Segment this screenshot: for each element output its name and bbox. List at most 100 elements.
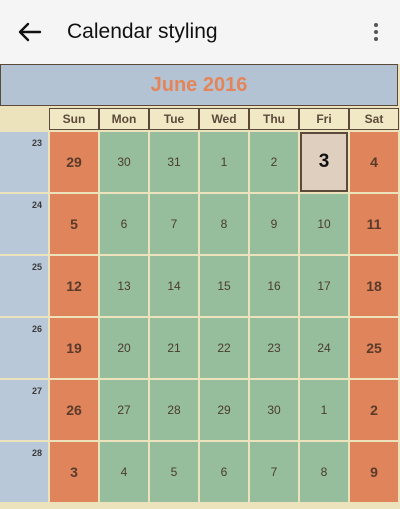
day-number: 31 [167,155,181,169]
day-header-sun: Sun [49,108,99,130]
day-number: 26 [66,402,82,418]
day-number: 22 [217,341,231,355]
week-number: 25 [31,262,42,272]
week-number-cell: 25 [0,256,48,316]
week-number-cell: 23 [0,132,48,192]
day-cell[interactable]: 4 [100,442,148,502]
day-cell[interactable]: 8 [200,194,248,254]
day-cell[interactable]: 12 [50,256,98,316]
day-cell[interactable]: 22 [200,318,248,378]
day-cell[interactable]: 17 [300,256,348,316]
page-title: Calendar styling [67,20,218,43]
day-cell[interactable]: 3 [50,442,98,502]
day-cell[interactable]: 19 [50,318,98,378]
day-cell[interactable]: 13 [100,256,148,316]
day-cell[interactable]: 5 [50,194,98,254]
day-cell[interactable]: 27 [100,380,148,440]
day-cell[interactable]: 30 [250,380,298,440]
week-number: 23 [31,138,42,148]
day-number: 10 [317,217,331,231]
day-number: 1 [320,403,328,417]
day-cell[interactable]: 7 [150,194,198,254]
day-cell[interactable]: 16 [250,256,298,316]
day-number: 3 [70,464,78,480]
day-number: 17 [317,279,331,293]
day-number: 8 [220,217,228,231]
day-cell[interactable]: 15 [200,256,248,316]
day-number: 19 [66,340,82,356]
day-cell[interactable]: 7 [250,442,298,502]
day-cell[interactable]: 9 [350,442,398,502]
day-cell[interactable]: 11 [350,194,398,254]
day-number: 2 [370,402,378,418]
day-number: 16 [267,279,281,293]
day-header-mon: Mon [99,108,149,130]
day-cell[interactable]: 29 [50,132,98,192]
back-button[interactable] [14,16,46,48]
day-cell[interactable]: 1 [300,380,348,440]
day-cell-today[interactable]: 3 [300,132,348,192]
day-number: 13 [117,279,131,293]
day-number: 30 [267,403,281,417]
day-number: 8 [320,465,328,479]
day-header-tue: Tue [149,108,199,130]
day-cell[interactable]: 2 [350,380,398,440]
week-number: 24 [31,200,42,210]
day-number: 9 [270,217,278,231]
day-cell[interactable]: 28 [150,380,198,440]
week-number-cell: 24 [0,194,48,254]
day-number: 4 [120,465,128,479]
day-cell[interactable]: 24 [300,318,348,378]
day-cell[interactable]: 6 [200,442,248,502]
day-header-wed: Wed [199,108,249,130]
day-cell[interactable]: 30 [100,132,148,192]
week-number: 26 [31,324,42,334]
day-header-sat: Sat [349,108,399,130]
day-number: 7 [270,465,278,479]
day-number: 29 [66,154,82,170]
day-cell[interactable]: 4 [350,132,398,192]
week-number-cell: 27 [0,380,48,440]
day-cell[interactable]: 31 [150,132,198,192]
day-cell[interactable]: 9 [250,194,298,254]
week-number-cell: 26 [0,318,48,378]
day-cell[interactable]: 5 [150,442,198,502]
day-number: 7 [170,217,178,231]
day-number: 15 [217,279,231,293]
more-vertical-icon [374,23,378,41]
arrow-left-icon [18,22,42,42]
month-label: June 2016 [0,64,398,106]
day-cell[interactable]: 20 [100,318,148,378]
day-number: 11 [366,216,382,232]
day-cell[interactable]: 6 [100,194,148,254]
day-header-thu: Thu [249,108,299,130]
day-number: 21 [167,341,181,355]
day-cell[interactable]: 8 [300,442,348,502]
day-cell[interactable]: 23 [250,318,298,378]
day-number: 6 [220,465,228,479]
day-number: 1 [220,155,228,169]
day-cell[interactable]: 18 [350,256,398,316]
day-cell[interactable]: 25 [350,318,398,378]
day-number: 23 [267,341,281,355]
overflow-menu-button[interactable] [360,16,392,48]
day-number: 6 [120,217,128,231]
day-cell[interactable]: 2 [250,132,298,192]
day-cell[interactable]: 29 [200,380,248,440]
day-cell[interactable]: 10 [300,194,348,254]
day-number: 27 [117,403,131,417]
day-cell[interactable]: 1 [200,132,248,192]
day-cell[interactable]: 14 [150,256,198,316]
app-bar: Calendar styling [0,0,400,64]
day-number: 12 [66,278,82,294]
day-number: 5 [170,465,178,479]
week-number-cell: 28 [0,442,48,502]
week-number: 28 [31,448,42,458]
day-number: 18 [366,278,382,294]
day-number: 30 [117,155,131,169]
day-cell[interactable]: 26 [50,380,98,440]
day-cell[interactable]: 21 [150,318,198,378]
day-number: 9 [370,464,378,480]
day-number: 29 [217,403,231,417]
day-number: 3 [318,151,330,172]
